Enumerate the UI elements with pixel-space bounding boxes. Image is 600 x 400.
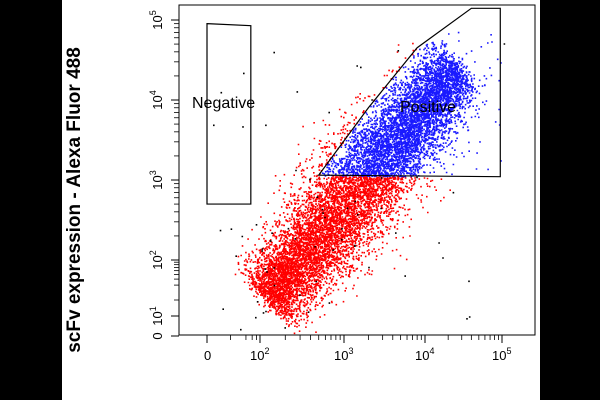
y-axis-ticks [171,19,179,337]
y-axis-tick-labels: 0 101 102 103 104 105 [148,10,165,339]
x-tick-exp-2: 3 [348,346,353,356]
event-cloud-red [234,42,451,335]
x-tick-label-3: 104 [415,346,434,363]
scatter-plot: Negative Positive 0 102 103 104 105 0 101 102 1… [64,4,536,363]
y-tick-label-5: 105 [148,10,165,29]
negative-gate [206,23,252,205]
x-axis-tick-labels: 0 102 103 104 105 [204,346,511,363]
x-tick-exp-3: 4 [429,346,434,356]
y-tick-label-3: 103 [148,170,165,189]
event-dots [213,31,506,335]
x-tick-label-1: 102 [250,346,269,363]
x-tick-label-4: 105 [492,346,511,363]
x-axis-ticks [206,335,503,343]
y-tick-exp-4: 4 [148,90,158,95]
event-cloud-blue [321,31,502,178]
y-tick-exp-1: 1 [148,306,158,311]
y-tick-exp-2: 2 [148,250,158,255]
x-tick-exp-1: 2 [264,346,269,356]
y-tick-label-4: 104 [148,90,165,109]
plot-frame [178,4,536,336]
flow-cytometry-figure: Negative Positive 0 102 103 104 105 0 101 102 1… [62,0,540,400]
y-tick-label-1: 101 [148,306,165,325]
y-axis-title: scFv expression - Alexa Fluor 488 [64,47,85,353]
x-tick-label-0: 0 [204,348,211,363]
negative-gate-label: Negative [192,95,255,112]
x-tick-label-2: 103 [334,346,353,363]
positive-gate [317,7,501,178]
events-blue [321,31,502,178]
y-tick-label-0: 0 [150,332,165,339]
positive-gate-label: Positive [400,99,456,116]
y-tick-exp-5: 5 [148,10,158,15]
y-tick-label-2: 102 [148,250,165,269]
events-red [234,42,451,335]
x-tick-exp-4: 5 [506,346,511,356]
y-tick-exp-3: 3 [148,170,158,175]
